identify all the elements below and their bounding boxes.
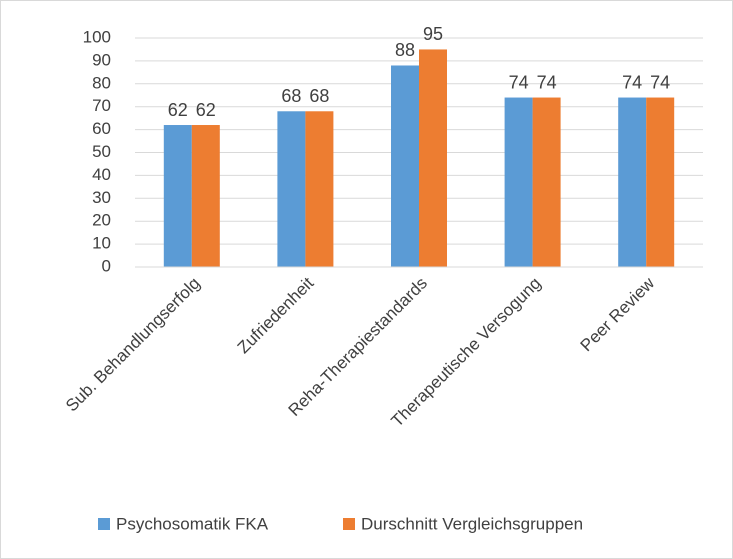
bar <box>305 111 334 267</box>
data-label: 95 <box>423 24 443 44</box>
data-label: 62 <box>196 100 216 120</box>
legend-label: Psychosomatik FKA <box>116 514 269 533</box>
bar <box>163 125 192 268</box>
bar <box>277 111 306 267</box>
bar <box>618 97 647 267</box>
data-label: 74 <box>622 72 642 92</box>
y-tick-label: 10 <box>92 234 111 253</box>
y-tick-label: 80 <box>92 73 111 92</box>
data-label: 74 <box>537 72 557 92</box>
y-tick-label: 100 <box>83 27 111 46</box>
legend-swatch <box>98 518 110 530</box>
y-tick-label: 40 <box>92 165 111 184</box>
y-tick-label: 60 <box>92 119 111 138</box>
bar <box>391 65 419 267</box>
y-tick-label: 70 <box>92 96 111 115</box>
y-tick-label: 20 <box>92 211 111 230</box>
data-label: 74 <box>650 72 670 92</box>
data-label: 68 <box>281 86 301 106</box>
bar <box>191 125 220 268</box>
bar <box>646 97 675 267</box>
bar <box>419 49 447 268</box>
bar <box>504 97 533 267</box>
legend-label: Durschnitt Vergleichsgruppen <box>361 514 583 533</box>
data-label: 68 <box>309 86 329 106</box>
data-label: 74 <box>509 72 529 92</box>
data-label: 62 <box>168 100 188 120</box>
y-tick-label: 30 <box>92 188 111 207</box>
y-tick-label: 90 <box>92 50 111 69</box>
y-tick-label: 50 <box>92 142 111 161</box>
bar <box>532 97 561 267</box>
legend-swatch <box>343 518 355 530</box>
y-tick-label: 0 <box>102 256 111 275</box>
data-label: 88 <box>395 40 415 60</box>
